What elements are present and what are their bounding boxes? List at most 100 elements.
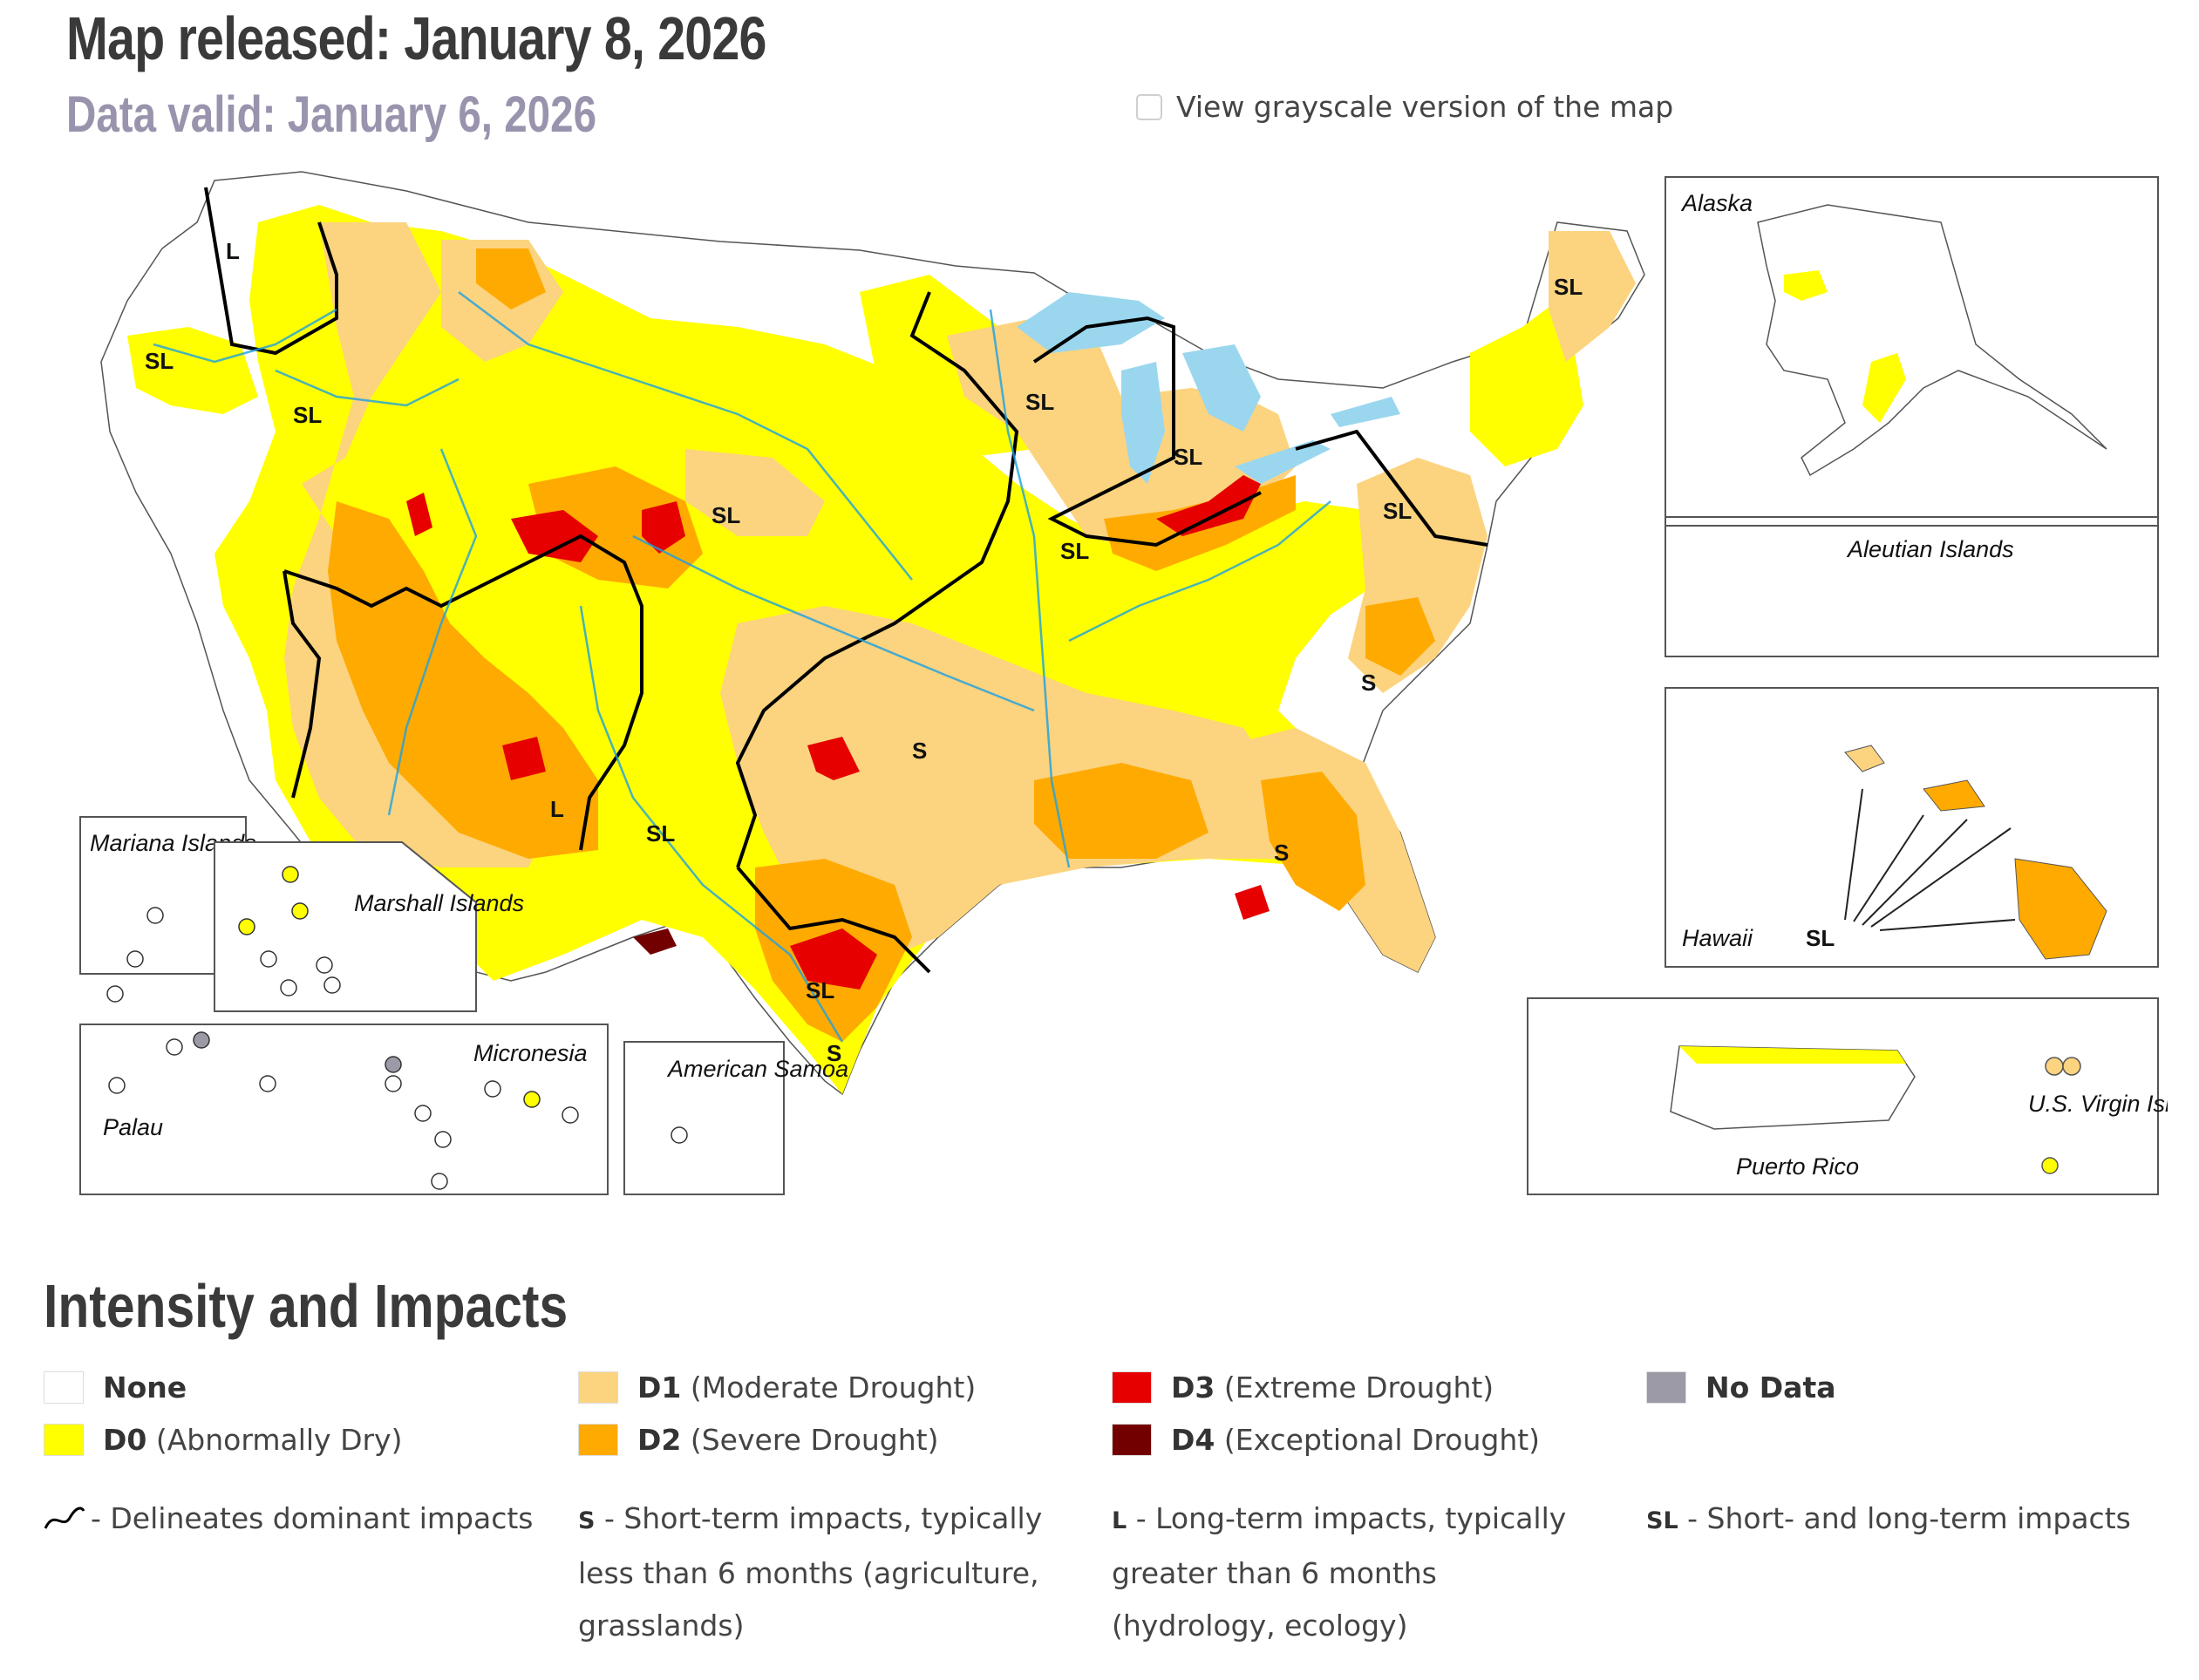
river-colorado xyxy=(387,448,478,816)
aleutian-inset xyxy=(1665,516,2159,657)
d3-colorado xyxy=(642,501,685,554)
alaska-label: Alaska xyxy=(1680,190,1753,216)
palau-label: Palau xyxy=(103,1114,163,1140)
impact-l-legend: L - Long-term impacts, typically greater… xyxy=(1112,1501,1567,1643)
island-marker xyxy=(434,1131,452,1148)
impact-line-plains xyxy=(735,291,1019,868)
legend-swatch-no-data xyxy=(1646,1371,1686,1404)
conus-map: L SL SL SL SL S SL SL SL SL S S L SL S S… xyxy=(100,171,1645,1096)
grayscale-checkbox[interactable] xyxy=(1136,93,1162,120)
legend-no-data: No Data xyxy=(1646,1371,1835,1405)
island-marker-no-data xyxy=(385,1056,402,1073)
d1-midwest xyxy=(947,318,1296,554)
river-rio-grande xyxy=(579,605,844,1043)
island-marker xyxy=(323,976,341,994)
impact-label: SL xyxy=(646,820,675,847)
impact-label: SL xyxy=(1383,498,1412,524)
virgin-islands-marker xyxy=(2041,1157,2059,1174)
river-mississippi xyxy=(989,309,1071,868)
lake-ontario xyxy=(1331,397,1400,427)
island-marker xyxy=(166,1038,183,1056)
impact-label: SL xyxy=(1060,538,1089,564)
impact-line-west xyxy=(283,534,643,851)
d2-georgia xyxy=(1261,772,1365,911)
island-marker-d0 xyxy=(291,902,309,920)
alaska-inset: Alaska Aleutian Islands xyxy=(1665,176,2159,562)
legend-swatch-d0 xyxy=(44,1424,84,1456)
d3-nevada xyxy=(406,493,432,536)
river-arkansas xyxy=(632,534,1035,712)
impact-lines xyxy=(204,187,1488,974)
puerto-rico-inset: U.S. Virgin Islands Puerto Rico xyxy=(1527,997,2168,1195)
legend-swatch-d2 xyxy=(578,1424,618,1456)
island-marker xyxy=(126,950,144,968)
island-marker-no-data xyxy=(193,1031,210,1049)
d0-northeast xyxy=(1470,301,1583,466)
river-snake xyxy=(275,369,460,407)
d4-border xyxy=(633,928,677,955)
impact-line-texas xyxy=(736,866,931,974)
virgin-islands-label: U.S. Virgin Islands xyxy=(2028,1091,2168,1117)
island-marker-d0 xyxy=(282,866,299,883)
d2-south xyxy=(1034,763,1208,859)
island-marker xyxy=(260,950,277,968)
micronesia-inset: Micronesia Palau xyxy=(79,1024,609,1195)
impact-line-icon xyxy=(44,1507,85,1529)
impact-label: SL xyxy=(711,502,740,528)
island-marker xyxy=(671,1126,688,1144)
d3-georgia xyxy=(1235,885,1270,920)
island-marker xyxy=(414,1105,432,1122)
island-marker xyxy=(259,1075,276,1092)
micronesia-label: Micronesia xyxy=(473,1040,588,1066)
impact-label: L xyxy=(226,238,240,264)
d3-texas xyxy=(790,928,877,990)
lake-huron xyxy=(1182,344,1261,432)
hawaii-callout-lines xyxy=(1844,788,2016,931)
data-valid-subtitle: Data valid: January 6, 2026 xyxy=(66,86,597,143)
legend-d4: D4 (Exceptional Drought) xyxy=(1112,1423,1540,1457)
alaska-d0-north xyxy=(1784,270,1828,301)
impact-label: SL xyxy=(806,977,834,1003)
island-marker xyxy=(385,1075,402,1092)
island-marker xyxy=(146,907,164,924)
impact-s-legend: S - Short-term impacts, typically less t… xyxy=(578,1501,1043,1643)
impact-label: L xyxy=(550,796,564,822)
impact-label: S xyxy=(827,1040,841,1066)
hawaii-label: Hawaii xyxy=(1682,925,1753,951)
impact-label: S xyxy=(1361,670,1376,696)
island-marker xyxy=(484,1080,501,1098)
grayscale-label: View grayscale version of the map xyxy=(1176,90,1674,124)
puerto-rico-d0 xyxy=(1679,1046,1906,1064)
impact-line-idaho xyxy=(204,187,338,356)
d1-south-central xyxy=(720,606,1331,955)
d1-maine xyxy=(1549,231,1636,362)
virgin-islands-marker xyxy=(2062,1057,2081,1076)
legend-title: Intensity and Impacts xyxy=(44,1272,568,1340)
impact-sl-legend: SL - Short- and long-term impacts xyxy=(1646,1501,2131,1535)
marshall-label: Marshall Islands xyxy=(354,890,524,916)
hawaii-maui xyxy=(1923,779,1985,812)
map-released-title: Map released: January 8, 2026 xyxy=(66,4,766,72)
legend-swatch-d4 xyxy=(1112,1424,1152,1456)
river-ohio xyxy=(1068,500,1331,643)
legend-d3: D3 (Extreme Drought) xyxy=(1112,1371,1494,1405)
impact-label: S xyxy=(1274,840,1289,866)
impact-line-west-south xyxy=(283,570,322,799)
hawaii-impact-label: SL xyxy=(1806,925,1835,951)
grayscale-toggle[interactable]: View grayscale version of the map xyxy=(1136,90,1673,124)
d3-oklahoma xyxy=(807,737,860,780)
island-marker xyxy=(280,979,297,996)
impact-line-legend: - Delineates dominant impacts xyxy=(44,1493,584,1545)
river-columbia xyxy=(153,308,337,364)
river-missouri xyxy=(458,291,913,581)
rivers xyxy=(153,291,1331,1043)
impact-line-east xyxy=(1295,429,1488,547)
island-marker xyxy=(431,1173,448,1190)
alaska-shape xyxy=(1757,204,2107,477)
d2-montana xyxy=(476,248,546,309)
drought-map: L SL SL SL SL S SL SL SL SL S S L SL S S… xyxy=(79,171,2168,1195)
lake-michigan xyxy=(1121,362,1165,484)
d3-utah xyxy=(511,510,598,562)
island-marker xyxy=(316,956,333,974)
impact-label: S xyxy=(912,738,927,764)
